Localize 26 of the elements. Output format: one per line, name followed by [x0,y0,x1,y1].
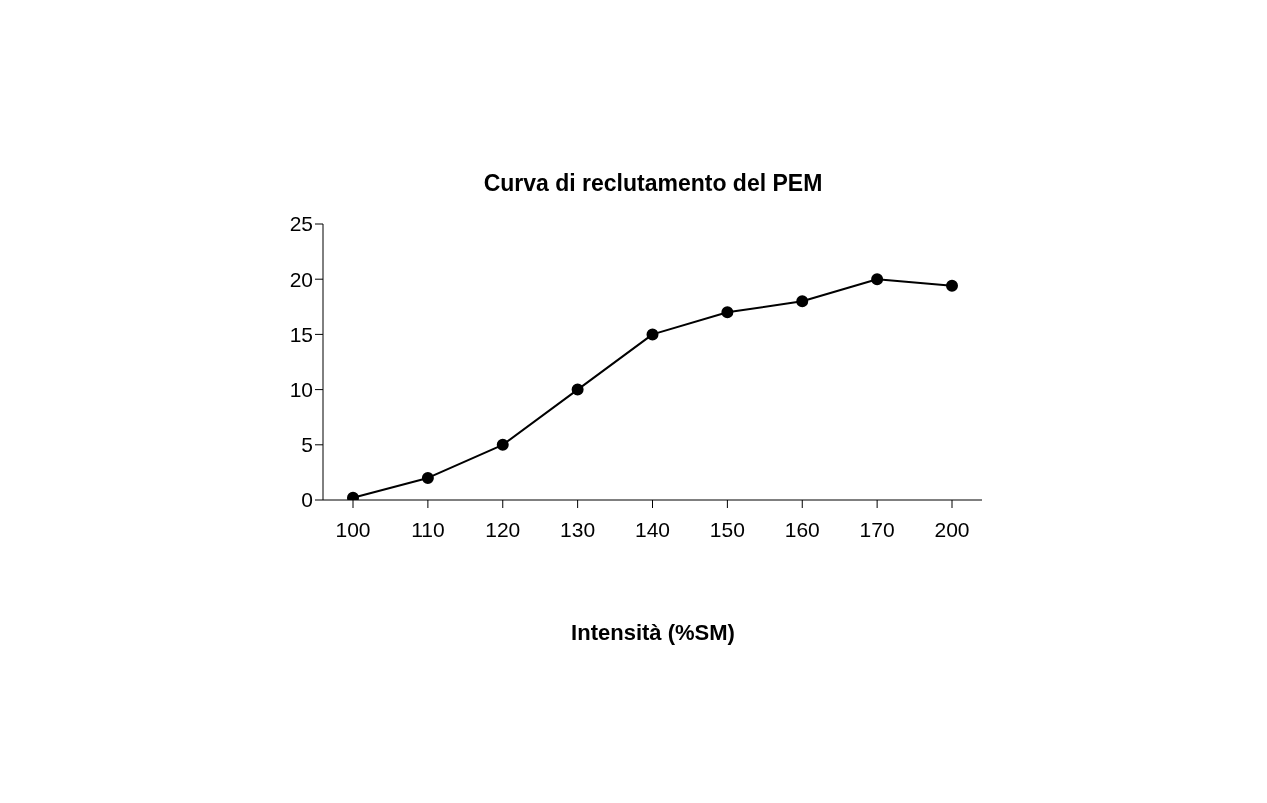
point [646,328,659,341]
y-tick-label: 25 [289,212,313,236]
point [496,438,509,451]
point [871,273,884,286]
x-tick-label: 170 [859,517,895,541]
x-tick-label: 100 [335,517,371,541]
point [571,383,584,396]
x-tick-label: 130 [560,517,596,541]
x-tick-label: 110 [411,517,445,541]
point [946,279,958,292]
y-tick-label: 20 [289,267,313,291]
x-axis-title: Intensità (%SM) [570,620,736,646]
y-tick-label: 10 [289,378,313,402]
point [796,295,809,308]
y-tick-label: 0 [301,488,313,512]
y-tick-label: 15 [289,322,313,346]
y-tick-label: 5 [301,433,313,457]
x-tick-label: 160 [784,517,820,541]
chart-title: Curva di reclutamento del PEM [482,170,824,197]
x-tick-label: 140 [634,517,671,541]
x-tick-label: 120 [485,517,521,541]
point [721,306,734,319]
point [421,471,434,484]
x-tick-label: 200 [934,517,970,541]
x-tick-label: 150 [709,517,745,541]
point [347,491,359,500]
